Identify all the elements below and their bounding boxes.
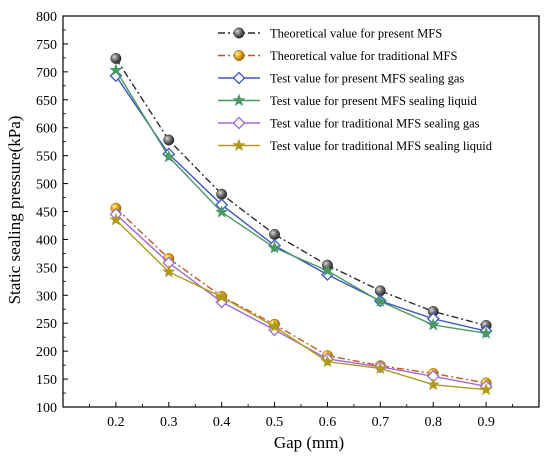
y-tick-label: 700 (36, 66, 57, 81)
legend-marker (233, 50, 245, 61)
legend-label: Test value for present MFS sealing gas (270, 72, 464, 86)
y-tick-label: 400 (36, 233, 57, 248)
series-6-point (162, 264, 176, 278)
series-4-point (109, 63, 123, 76)
y-tick-label: 500 (36, 178, 57, 193)
y-tick-label: 450 (36, 206, 57, 221)
series-4-point (162, 149, 176, 163)
legend: Theoretical value for present MFS Theoret… (218, 27, 493, 153)
series-6-point (109, 213, 123, 226)
y-tick-label: 100 (36, 401, 57, 416)
y-tick-label: 200 (36, 345, 57, 360)
series-6-point (479, 382, 493, 396)
x-tick-label: 0.2 (107, 415, 125, 430)
x-tick-label: 0.7 (372, 415, 390, 430)
y-axis-title: Static sealing pressure(kPa) (5, 116, 24, 305)
series-3-line (115, 75, 487, 332)
axes: 100 150 200 250 300 350 400 450 500 550 600 650 700 7… (36, 10, 540, 430)
legend-label: Test value for present MFS sealing liqui… (270, 94, 477, 108)
legend-marker (233, 27, 245, 39)
legend-label: Test value for traditional MFS sealing g… (270, 117, 480, 131)
series-1-point (216, 188, 228, 200)
legend-entry-3: Test value for present MFS sealing gas (218, 72, 464, 86)
legend-entry-4: Test value for present MFS sealing liqui… (218, 93, 477, 108)
legend-entry-6: Test value for traditional MFS sealing l… (218, 138, 493, 153)
legend-label: Test value for traditional MFS sealing l… (270, 139, 493, 153)
legend-label: Theoretical value for present MFS (270, 27, 442, 41)
x-tick-label: 0.5 (266, 415, 284, 430)
x-axis-title: Gap (mm) (274, 433, 344, 452)
series-5-line (115, 213, 487, 388)
series-6-point (373, 361, 387, 375)
y-tick-label: 550 (36, 150, 57, 165)
y-tick-label: 250 (36, 317, 57, 332)
legend-marker (232, 71, 246, 85)
series-6-point (268, 319, 282, 333)
y-tick-label: 600 (36, 122, 57, 137)
series-6-point (426, 377, 440, 391)
series-6-point (320, 354, 334, 368)
series-4 (109, 63, 493, 339)
y-tick-label: 800 (36, 10, 57, 25)
series-4-point (215, 205, 229, 218)
x-tick-label: 0.4 (213, 415, 231, 430)
legend-marker (232, 93, 246, 107)
series-6 (109, 213, 493, 396)
series-2-line (115, 207, 487, 384)
y-tick-label: 650 (36, 94, 57, 109)
series-1-line (115, 58, 487, 327)
series-4-point (320, 263, 334, 277)
series-6-point (215, 290, 229, 303)
series-4-point (268, 240, 282, 254)
series-4-point (426, 318, 440, 331)
legend-entry-1: Theoretical value for present MFS (218, 27, 442, 41)
series-4-line (115, 69, 487, 334)
series-3 (109, 69, 493, 338)
x-tick-label: 0.9 (477, 415, 495, 430)
legend-entry-2: Theoretical value for traditional MFS (218, 49, 457, 63)
y-tick-label: 750 (36, 38, 57, 53)
series-4-point (479, 326, 493, 339)
x-tick-label: 0.3 (160, 415, 178, 430)
legend-marker (232, 116, 246, 130)
series-1-point (269, 228, 281, 240)
series-6-line (115, 219, 487, 391)
series-4-point (373, 294, 387, 307)
y-tick-label: 150 (36, 373, 57, 388)
series-layer (109, 53, 493, 396)
legend-entry-5: Test value for traditional MFS sealing g… (218, 117, 480, 131)
series-1-point (110, 53, 122, 64)
x-tick-label: 0.6 (319, 415, 337, 430)
series-2 (110, 202, 492, 389)
legend-marker (232, 138, 246, 152)
y-tick-label: 350 (36, 261, 57, 276)
series-5 (109, 207, 493, 393)
x-tick-label: 0.8 (424, 415, 442, 430)
legend-label: Theoretical value for traditional MFS (270, 49, 457, 63)
y-tick-label: 300 (36, 289, 57, 304)
series-1-point (163, 134, 175, 146)
